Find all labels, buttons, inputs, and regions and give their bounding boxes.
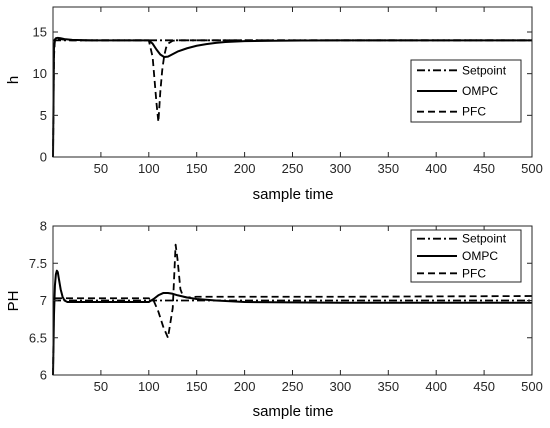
series-line-ompc [52, 269, 532, 376]
x-tick-label: 500 [521, 379, 543, 394]
x-tick-label: 450 [473, 379, 495, 394]
x-tick-label: 300 [330, 161, 352, 176]
y-tick-label: 6.5 [29, 330, 47, 345]
y-tick-label: 6 [40, 368, 47, 383]
y-tick-label: 7 [40, 293, 47, 308]
x-tick-label: 250 [282, 161, 304, 176]
x-axis-label: sample time [253, 186, 334, 203]
legend-label-setpoint: Setpoint [462, 232, 507, 246]
x-tick-label: 200 [234, 161, 256, 176]
legend: Setpoint OMPC PFC [410, 229, 522, 283]
legend-label-setpoint: Setpoint [462, 63, 507, 77]
legend-label-pfc: PFC [462, 266, 486, 280]
chart-h: h sample time 50 100 150 200 250 300 350 400 450… [5, 6, 543, 203]
x-tick-label: 100 [138, 161, 160, 176]
y-tick-label: 7.5 [29, 256, 47, 271]
legend-label-ompc: OMPC [462, 249, 498, 263]
y-tick-label: 15 [33, 25, 47, 40]
y-tick-label: 0 [40, 150, 47, 165]
x-tick-label: 50 [94, 161, 108, 176]
x-tick-label: 500 [521, 161, 543, 176]
legend-label-ompc: OMPC [462, 84, 498, 98]
y-tick-label: 8 [40, 219, 47, 234]
x-tick-label: 150 [186, 161, 208, 176]
x-tick-label: 250 [282, 379, 304, 394]
x-tick-label: 450 [473, 161, 495, 176]
x-tick-label: 350 [377, 161, 399, 176]
x-axis-label: sample time [253, 403, 334, 420]
y-axis-label: h [5, 76, 22, 84]
x-tick-label: 300 [330, 379, 352, 394]
series-line-pfc [52, 243, 533, 376]
x-tick-label: 400 [425, 379, 447, 394]
x-tick-label: 150 [186, 379, 208, 394]
legend-label-pfc: PFC [462, 105, 486, 119]
x-tick-label: 400 [425, 161, 447, 176]
x-tick-label: 50 [94, 379, 108, 394]
x-tick-label: 350 [377, 379, 399, 394]
legend: Setpoint OMPC PFC [410, 59, 522, 123]
y-tick-label: 5 [40, 108, 47, 123]
y-axis-label: PH [5, 291, 22, 312]
chart-ph: PH sample time 50 100 150 200 250 300 350 400 45… [5, 219, 543, 421]
x-tick-label: 200 [234, 379, 256, 394]
x-tick-label: 100 [138, 379, 160, 394]
y-tick-label: 10 [33, 66, 47, 81]
